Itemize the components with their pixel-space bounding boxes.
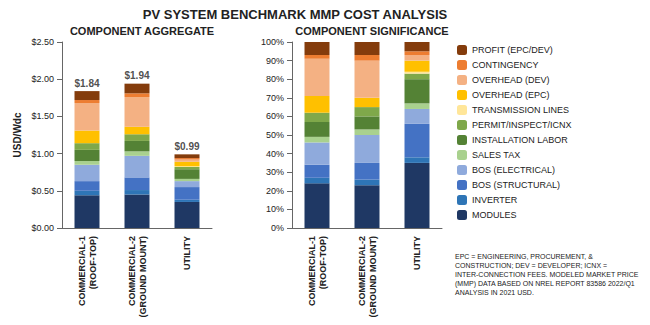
svg-text:EPC = ENGINEERING, PROCUREMENT: EPC = ENGINEERING, PROCUREMENT, & [455,253,595,260]
svg-text:80%: 80% [266,74,284,84]
svg-text:(GROUND MOUNT): (GROUND MOUNT) [368,236,378,318]
svg-text:30%: 30% [266,167,284,177]
svg-text:(MMP) DATA BASED ON NREL REPOR: (MMP) DATA BASED ON NREL REPORT 83586 20… [455,280,637,288]
svg-text:COMMERCIAL-2: COMMERCIAL-2 [357,236,367,306]
svg-text:(ROOF-TOP): (ROOF-TOP) [88,236,98,289]
svg-text:40%: 40% [266,149,284,159]
svg-text:COMMERCIAL-1: COMMERCIAL-1 [307,236,317,306]
svg-text:OVERHEAD (DEV): OVERHEAD (DEV) [472,75,550,85]
svg-text:BOS (ELECTRICAL): BOS (ELECTRICAL) [472,165,555,175]
svg-text:PERMIT/INSPECT/ICNX: PERMIT/INSPECT/ICNX [472,120,572,130]
svg-text:COMMERCIAL-1: COMMERCIAL-1 [77,236,87,306]
svg-text:COMPONENT AGGREGATE: COMPONENT AGGREGATE [70,25,214,37]
svg-text:PROFIT (EPC/DEV): PROFIT (EPC/DEV) [472,45,553,55]
svg-text:$2.50: $2.50 [31,37,54,47]
svg-text:$2.00: $2.00 [31,74,54,84]
svg-text:MODULES: MODULES [472,210,517,220]
svg-text:100%: 100% [261,37,284,47]
svg-text:COMPONENT SIGNIFICANCE: COMPONENT SIGNIFICANCE [295,25,448,37]
svg-text:$0.99: $0.99 [174,141,199,152]
svg-text:90%: 90% [266,56,284,66]
svg-text:INSTALLATION LABOR: INSTALLATION LABOR [472,135,568,145]
svg-text:(GROUND MOUNT): (GROUND MOUNT) [138,236,148,318]
svg-text:$1.00: $1.00 [31,149,54,159]
svg-text:INVERTER: INVERTER [472,195,518,205]
svg-text:OVERHEAD (EPC): OVERHEAD (EPC) [472,90,550,100]
svg-text:COMMERCIAL-2: COMMERCIAL-2 [127,236,137,306]
svg-text:$0.00: $0.00 [31,223,54,233]
svg-text:$1.50: $1.50 [31,111,54,121]
svg-text:50%: 50% [266,130,284,140]
svg-text:INTER-CONNECTION FEES. MODELED: INTER-CONNECTION FEES. MODELED MARKET PR… [455,271,640,278]
svg-text:$1.84: $1.84 [74,78,99,89]
svg-text:(ROOF-TOP): (ROOF-TOP) [318,236,328,289]
svg-text:CONTINGENCY: CONTINGENCY [472,60,539,70]
svg-text:USD/Wdc: USD/Wdc [12,112,23,157]
svg-text:60%: 60% [266,111,284,121]
svg-text:PV SYSTEM BENCHMARK MMP COST A: PV SYSTEM BENCHMARK MMP COST ANALYSIS [143,7,448,22]
svg-text:CONSTRUCTION; DEV = DEVELOPER;: CONSTRUCTION; DEV = DEVELOPER; ICNX = [455,262,609,269]
svg-text:70%: 70% [266,93,284,103]
svg-text:UTILITY: UTILITY [412,236,422,270]
svg-text:TRANSMISSION LINES: TRANSMISSION LINES [472,105,569,115]
svg-text:$0.50: $0.50 [31,186,54,196]
svg-text:10%: 10% [266,204,284,214]
svg-text:0%: 0% [271,223,284,233]
svg-text:$1.94: $1.94 [124,70,149,81]
svg-text:BOS (STRUCTURAL): BOS (STRUCTURAL) [472,180,560,190]
svg-text:ANALYSIS IN 2021 USD.: ANALYSIS IN 2021 USD. [455,289,534,296]
svg-text:UTILITY: UTILITY [182,236,192,270]
svg-text:SALES TAX: SALES TAX [472,150,520,160]
svg-text:20%: 20% [266,186,284,196]
